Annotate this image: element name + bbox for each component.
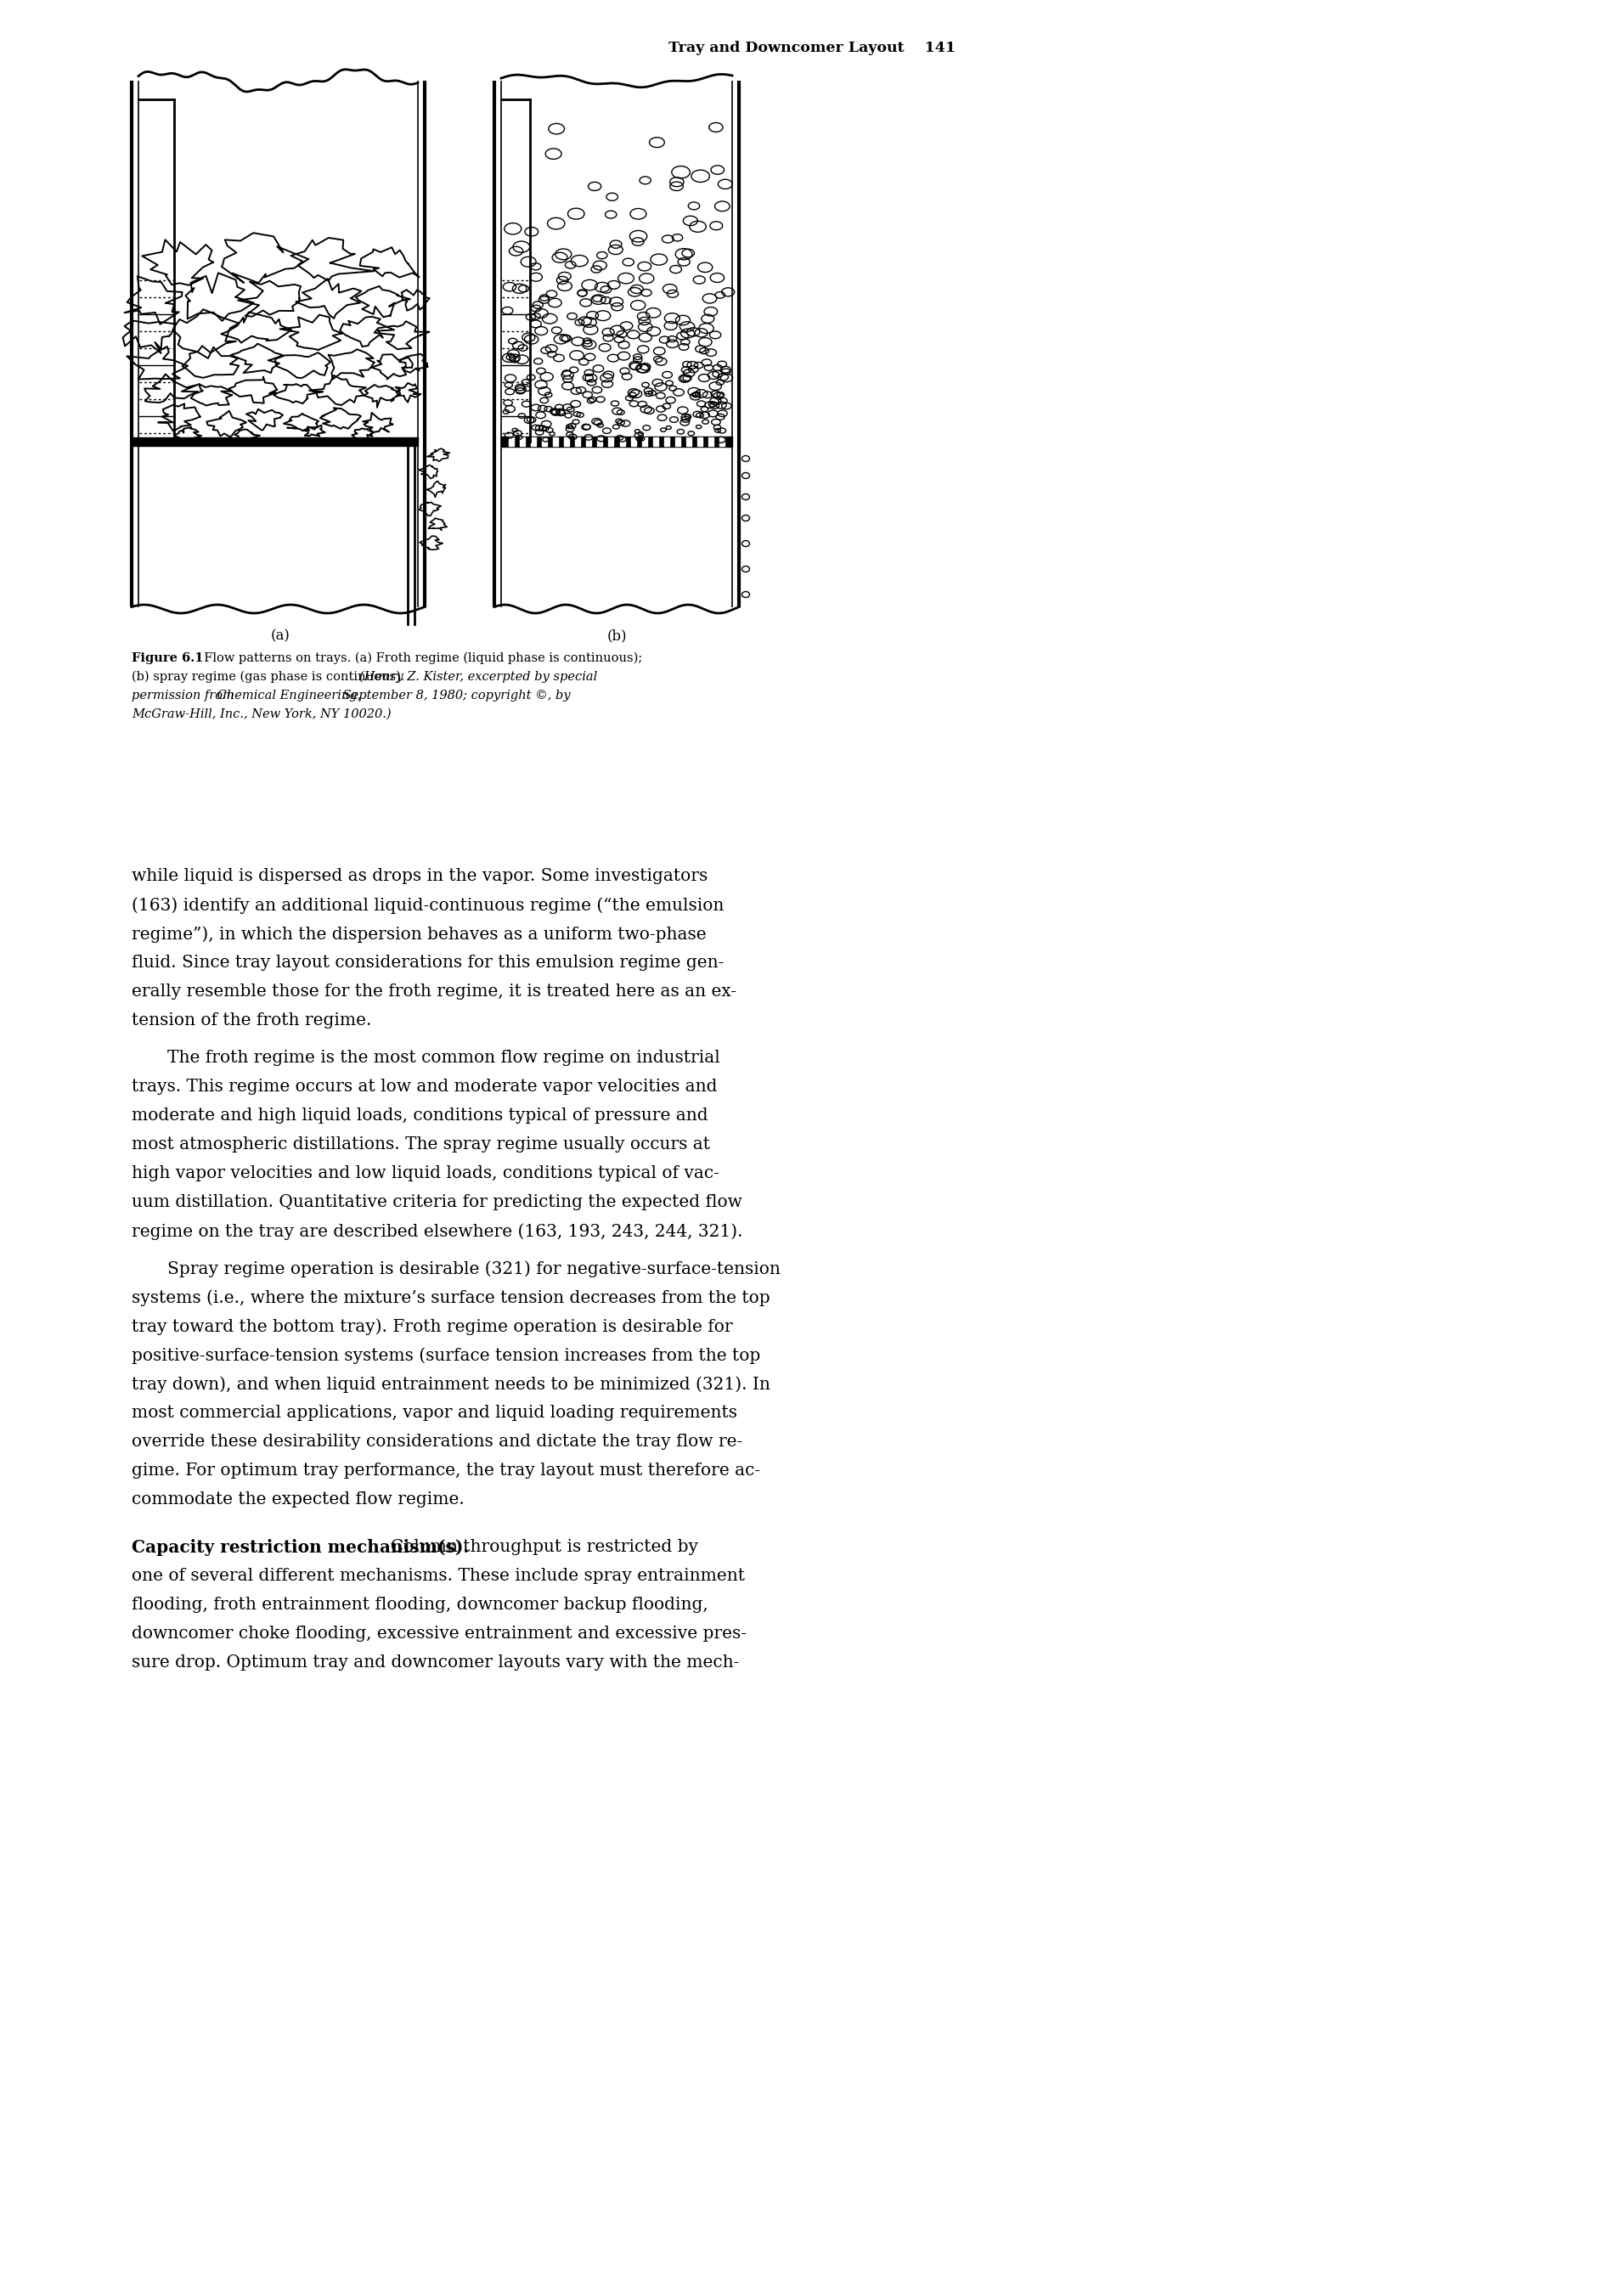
Text: downcomer choke flooding, excessive entrainment and excessive pres-: downcomer choke flooding, excessive entr…: [132, 1626, 747, 1643]
Text: most commercial applications, vapor and liquid loading requirements: most commercial applications, vapor and …: [132, 1404, 737, 1420]
Text: fluid. Since tray layout considerations for this emulsion regime gen-: fluid. Since tray layout considerations …: [132, 954, 724, 970]
Text: McGraw-Hill, Inc., New York, NY 10020.): McGraw-Hill, Inc., New York, NY 10020.): [132, 709, 391, 720]
Text: trays. This regime occurs at low and moderate vapor velocities and: trays. This regime occurs at low and mod…: [132, 1078, 718, 1094]
Text: Capacity restriction mechanism(s).: Capacity restriction mechanism(s).: [132, 1539, 469, 1555]
Text: (b) spray regime (gas phase is continuous).: (b) spray regime (gas phase is continuou…: [132, 670, 409, 684]
Text: permission from: permission from: [132, 690, 234, 702]
Text: Column throughput is restricted by: Column throughput is restricted by: [380, 1539, 698, 1555]
Text: Flow patterns on trays. (a) Froth regime (liquid phase is continuous);: Flow patterns on trays. (a) Froth regime…: [197, 651, 643, 665]
Text: one of several different mechanisms. These include spray entrainment: one of several different mechanisms. The…: [132, 1567, 745, 1583]
Text: positive-surface-tension systems (surface tension increases from the top: positive-surface-tension systems (surfac…: [132, 1347, 760, 1363]
Text: while liquid is dispersed as drops in the vapor. Some investigators: while liquid is dispersed as drops in th…: [132, 867, 708, 883]
Text: (163) identify an additional liquid-continuous regime (“the emulsion: (163) identify an additional liquid-cont…: [132, 897, 724, 913]
Text: gime. For optimum tray performance, the tray layout must therefore ac-: gime. For optimum tray performance, the …: [132, 1464, 760, 1480]
Text: The froth regime is the most common flow regime on industrial: The froth regime is the most common flow…: [167, 1051, 719, 1067]
Text: regime on the tray are described elsewhere (163, 193, 243, 244, 321).: regime on the tray are described elsewhe…: [132, 1223, 742, 1239]
Text: erally resemble those for the froth regime, it is treated here as an ex-: erally resemble those for the froth regi…: [132, 984, 737, 1000]
Text: Spray regime operation is desirable (321) for negative-surface-tension: Spray regime operation is desirable (321…: [167, 1259, 781, 1278]
Text: commodate the expected flow regime.: commodate the expected flow regime.: [132, 1491, 464, 1507]
Text: regime”), in which the dispersion behaves as a uniform two-phase: regime”), in which the dispersion behave…: [132, 927, 706, 943]
Text: moderate and high liquid loads, conditions typical of pressure and: moderate and high liquid loads, conditio…: [132, 1108, 708, 1124]
Text: Chemical Engineering,: Chemical Engineering,: [213, 690, 361, 702]
Text: tray down), and when liquid entrainment needs to be minimized (321). In: tray down), and when liquid entrainment …: [132, 1376, 770, 1392]
Text: sure drop. Optimum tray and downcomer layouts vary with the mech-: sure drop. Optimum tray and downcomer la…: [132, 1654, 739, 1670]
Text: override these desirability considerations and dictate the tray flow re-: override these desirability consideratio…: [132, 1434, 742, 1450]
Text: high vapor velocities and low liquid loads, conditions typical of vac-: high vapor velocities and low liquid loa…: [132, 1165, 719, 1181]
Text: tray toward the bottom tray). Froth regime operation is desirable for: tray toward the bottom tray). Froth regi…: [132, 1319, 732, 1335]
Text: (Henry Z. Kister, excerpted by special: (Henry Z. Kister, excerpted by special: [359, 670, 598, 684]
Text: (a): (a): [271, 629, 291, 642]
Text: flooding, froth entrainment flooding, downcomer backup flooding,: flooding, froth entrainment flooding, do…: [132, 1597, 708, 1613]
Text: Tray and Downcomer Layout    141: Tray and Downcomer Layout 141: [669, 41, 955, 55]
Text: September 8, 1980; copyright ©, by: September 8, 1980; copyright ©, by: [339, 690, 570, 702]
Text: tension of the froth regime.: tension of the froth regime.: [132, 1012, 372, 1028]
Text: most atmospheric distillations. The spray regime usually occurs at: most atmospheric distillations. The spra…: [132, 1136, 710, 1152]
Text: (b): (b): [607, 629, 627, 642]
Text: uum distillation. Quantitative criteria for predicting the expected flow: uum distillation. Quantitative criteria …: [132, 1195, 742, 1211]
Text: Figure 6.1: Figure 6.1: [132, 651, 203, 665]
Text: systems (i.e., where the mixture’s surface tension decreases from the top: systems (i.e., where the mixture’s surfa…: [132, 1289, 770, 1305]
